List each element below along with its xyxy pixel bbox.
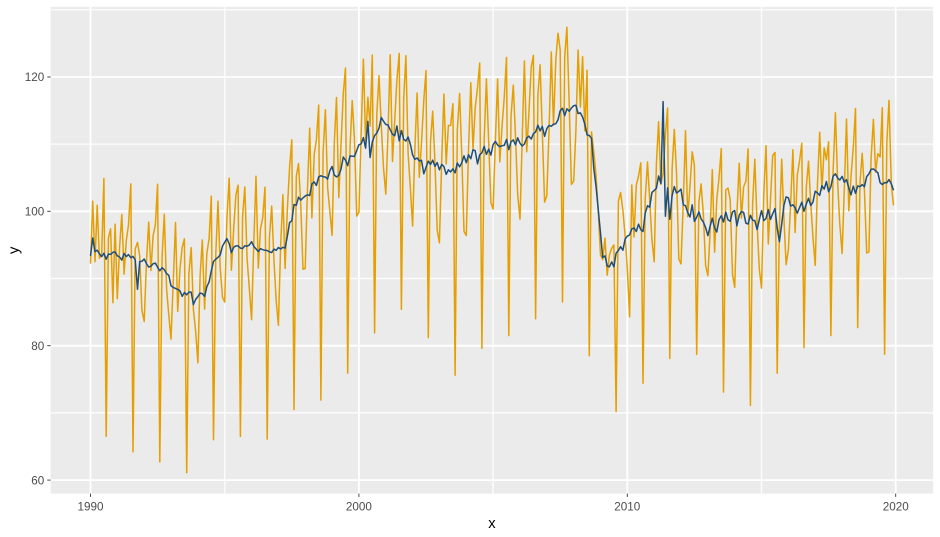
svg-text:60: 60: [31, 474, 45, 487]
svg-text:2010: 2010: [614, 501, 641, 514]
svg-text:100: 100: [25, 206, 45, 219]
svg-text:2020: 2020: [883, 501, 910, 514]
svg-text:1990: 1990: [77, 501, 104, 514]
svg-text:2000: 2000: [346, 501, 373, 514]
svg-text:x: x: [488, 516, 496, 532]
svg-text:80: 80: [31, 340, 45, 353]
svg-text:y: y: [7, 246, 23, 254]
svg-text:120: 120: [25, 71, 45, 84]
